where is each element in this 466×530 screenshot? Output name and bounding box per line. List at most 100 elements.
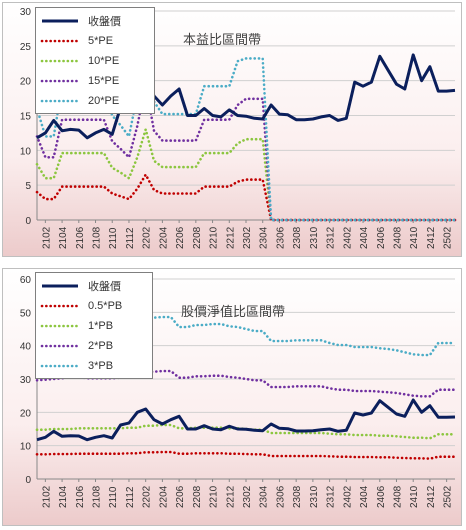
pb-chart-legend: 收盤價 0.5*PB 1*PB 2*PB 3*PB	[35, 272, 153, 379]
x-tick-label: 2110	[108, 227, 119, 249]
legend-label: 2*PB	[88, 340, 114, 352]
x-tick-label: 2210	[209, 485, 220, 508]
y-tick-label: 0	[25, 216, 31, 227]
series-line-0.5xpb	[35, 450, 457, 460]
x-tick-label: 2402	[342, 485, 353, 508]
x-tick-label: 2108	[92, 485, 103, 508]
y-tick-label: 15	[20, 112, 32, 123]
legend-label: 3*PB	[88, 360, 114, 372]
x-tick-label: 2408	[392, 226, 403, 249]
x-tick-label: 2204	[158, 226, 169, 249]
x-tick-label: 2202	[142, 226, 153, 249]
x-tick-label: 2204	[158, 485, 169, 508]
legend-item-close: 收盤價	[40, 11, 150, 31]
x-tick-label: 2310	[309, 485, 320, 508]
legend-label: 10*PE	[88, 55, 120, 67]
x-tick-label: 2406	[376, 485, 387, 508]
x-tick-label: 2308	[292, 485, 303, 508]
x-tick-label: 2404	[359, 226, 370, 249]
legend-label: 1*PB	[88, 320, 114, 332]
legend-item-2xpb: 2*PB	[40, 336, 148, 356]
x-tick-label: 2502	[443, 485, 454, 508]
x-tick-label: 2110	[108, 486, 119, 508]
x-tick-label: 2304	[259, 226, 270, 249]
legend-item-10xpe: 10*PE	[40, 51, 150, 71]
x-tick-label: 2206	[175, 226, 186, 249]
legend-item-15xpe: 15*PE	[40, 71, 150, 91]
x-tick-label: 2412	[426, 226, 437, 249]
x-tick-label: 2310	[309, 226, 320, 249]
x-tick-label: 2410	[409, 485, 420, 508]
x-tick-label: 2302	[242, 485, 253, 508]
x-tick-label: 2312	[326, 485, 337, 508]
x-tick-label: 2102	[41, 226, 52, 249]
y-tick-label: 0	[25, 475, 31, 486]
legend-label: 5*PE	[88, 35, 114, 47]
x-tick-label: 2104	[58, 485, 69, 508]
x-tick-label: 2106	[75, 485, 86, 508]
pe-band-chart: 0 5 10 15 20 25 30 2102 2104 2106 2108 2110 2112 2202…	[2, 2, 462, 257]
pe-chart-legend: 收盤價 5*PE 10*PE 15*PE 20*PE	[35, 7, 155, 114]
x-tick-label: 2410	[409, 226, 420, 249]
y-tick-label: 20	[20, 77, 32, 88]
pe-chart-title: 本益比區間帶	[183, 33, 262, 48]
x-tick-label: 2112	[125, 486, 136, 508]
x-tick-label: 2406	[376, 226, 387, 249]
x-tick-label: 2212	[225, 485, 236, 508]
legend-label: 20*PE	[88, 95, 120, 107]
x-tick-label: 2402	[342, 226, 353, 249]
x-tick-label: 2212	[225, 226, 236, 249]
legend-swatch	[40, 99, 80, 103]
y-tick-label: 30	[20, 375, 32, 386]
x-tick-label: 2210	[209, 226, 220, 249]
y-tick-label: 40	[20, 342, 32, 353]
legend-swatch	[42, 284, 78, 288]
y-tick-label: 10	[20, 442, 32, 453]
legend-swatch	[40, 304, 80, 308]
x-tick-label: 2306	[275, 226, 286, 249]
legend-swatch	[40, 39, 80, 43]
y-tick-label: 20	[20, 408, 32, 419]
legend-swatch	[40, 344, 80, 348]
legend-item-0.5xpb: 0.5*PB	[40, 296, 148, 316]
series-line-5xpe	[35, 173, 457, 222]
legend-item-5xpe: 5*PE	[40, 31, 150, 51]
series-line-10xpe	[35, 128, 457, 222]
x-tick-label: 2202	[142, 485, 153, 508]
y-tick-label: 10	[20, 146, 32, 157]
x-tick-label: 2308	[292, 226, 303, 249]
x-tick-label: 2106	[75, 226, 86, 249]
y-tick-label: 5	[25, 181, 31, 192]
x-tick-label: 2108	[92, 226, 103, 249]
series-line-close	[36, 398, 456, 442]
y-tick-label: 50	[20, 308, 32, 319]
legend-swatch	[40, 59, 80, 63]
legend-swatch	[40, 364, 80, 368]
series-line-20xpe	[35, 34, 457, 222]
legend-item-20xpe: 20*PE	[40, 91, 150, 111]
legend-swatch	[40, 324, 80, 328]
x-tick-label: 2208	[192, 485, 203, 508]
legend-label: 收盤價	[88, 281, 121, 293]
legend-item-1xpb: 1*PB	[40, 316, 148, 336]
x-tick-label: 2206	[175, 485, 186, 508]
legend-label: 收盤價	[88, 16, 121, 28]
x-tick-label: 2502	[443, 226, 454, 249]
x-tick-label: 2102	[41, 485, 52, 508]
y-tick-label: 25	[20, 42, 32, 53]
legend-label: 15*PE	[88, 75, 120, 87]
x-tick-label: 2304	[259, 485, 270, 508]
y-tick-label: 60	[20, 275, 32, 286]
x-tick-label: 2412	[426, 485, 437, 508]
legend-swatch	[40, 79, 80, 83]
pb-band-chart: 0 10 20 30 40 50 60 2102 2104 2106 2108 2110 2112 220…	[2, 268, 462, 526]
x-tick-label: 2104	[58, 226, 69, 249]
pb-chart-title: 股價淨值比區間帶	[181, 305, 286, 320]
x-tick-label: 2112	[125, 227, 136, 249]
legend-label: 0.5*PB	[88, 300, 123, 312]
x-tick-label: 2208	[192, 226, 203, 249]
x-tick-label: 2306	[275, 485, 286, 508]
x-tick-label: 2408	[392, 485, 403, 508]
x-tick-label: 2404	[359, 485, 370, 508]
y-tick-label: 30	[20, 7, 32, 18]
